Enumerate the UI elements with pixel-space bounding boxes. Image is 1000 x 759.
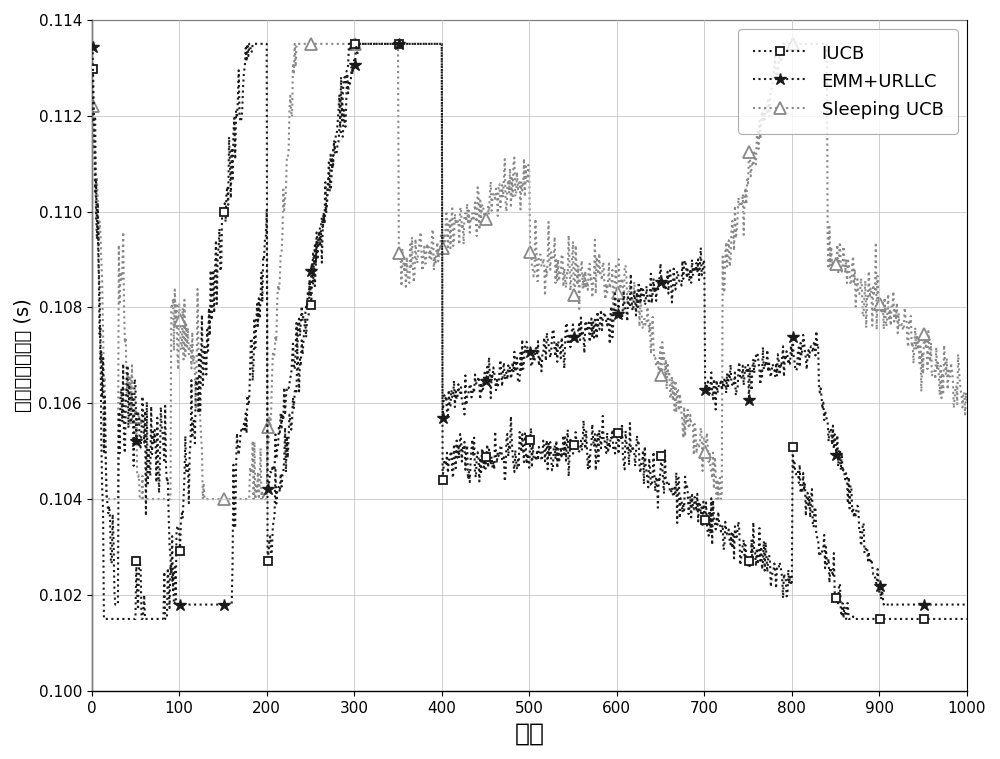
Y-axis label: 平均端到端时延 (s): 平均端到端时延 (s)	[14, 298, 33, 412]
Legend: IUCB, EMM+URLLC, Sleeping UCB: IUCB, EMM+URLLC, Sleeping UCB	[738, 29, 958, 134]
EMM+URLLC	[442, 414, 454, 423]
IUCB	[786, 581, 798, 590]
IUCB	[87, 65, 99, 74]
IUCB	[177, 514, 189, 523]
EMM+URLLC	[109, 600, 121, 609]
IUCB	[473, 477, 485, 486]
IUCB	[961, 614, 973, 623]
Sleeping UCB	[87, 102, 99, 111]
IUCB	[241, 39, 253, 49]
EMM+URLLC	[689, 263, 701, 272]
Sleeping UCB	[442, 247, 454, 257]
Sleeping UCB	[289, 39, 301, 49]
IUCB	[98, 614, 110, 623]
IUCB	[442, 468, 454, 477]
EMM+URLLC	[770, 358, 782, 367]
Sleeping UCB	[101, 495, 113, 504]
EMM+URLLC	[353, 39, 365, 49]
Sleeping UCB	[770, 70, 782, 79]
Sleeping UCB	[786, 39, 798, 49]
Sleeping UCB	[177, 304, 189, 313]
X-axis label: 时隙: 时隙	[514, 721, 544, 745]
Sleeping UCB	[473, 225, 485, 235]
EMM+URLLC	[786, 351, 798, 360]
EMM+URLLC	[473, 381, 485, 390]
IUCB	[770, 584, 782, 593]
EMM+URLLC	[87, 43, 99, 52]
Sleeping UCB	[689, 420, 701, 429]
IUCB	[689, 493, 701, 502]
Sleeping UCB	[961, 396, 973, 405]
EMM+URLLC	[961, 600, 973, 609]
Line: Sleeping UCB: Sleeping UCB	[87, 38, 972, 505]
Line: IUCB: IUCB	[89, 40, 971, 623]
Line: EMM+URLLC: EMM+URLLC	[86, 38, 973, 611]
EMM+URLLC	[177, 600, 189, 609]
